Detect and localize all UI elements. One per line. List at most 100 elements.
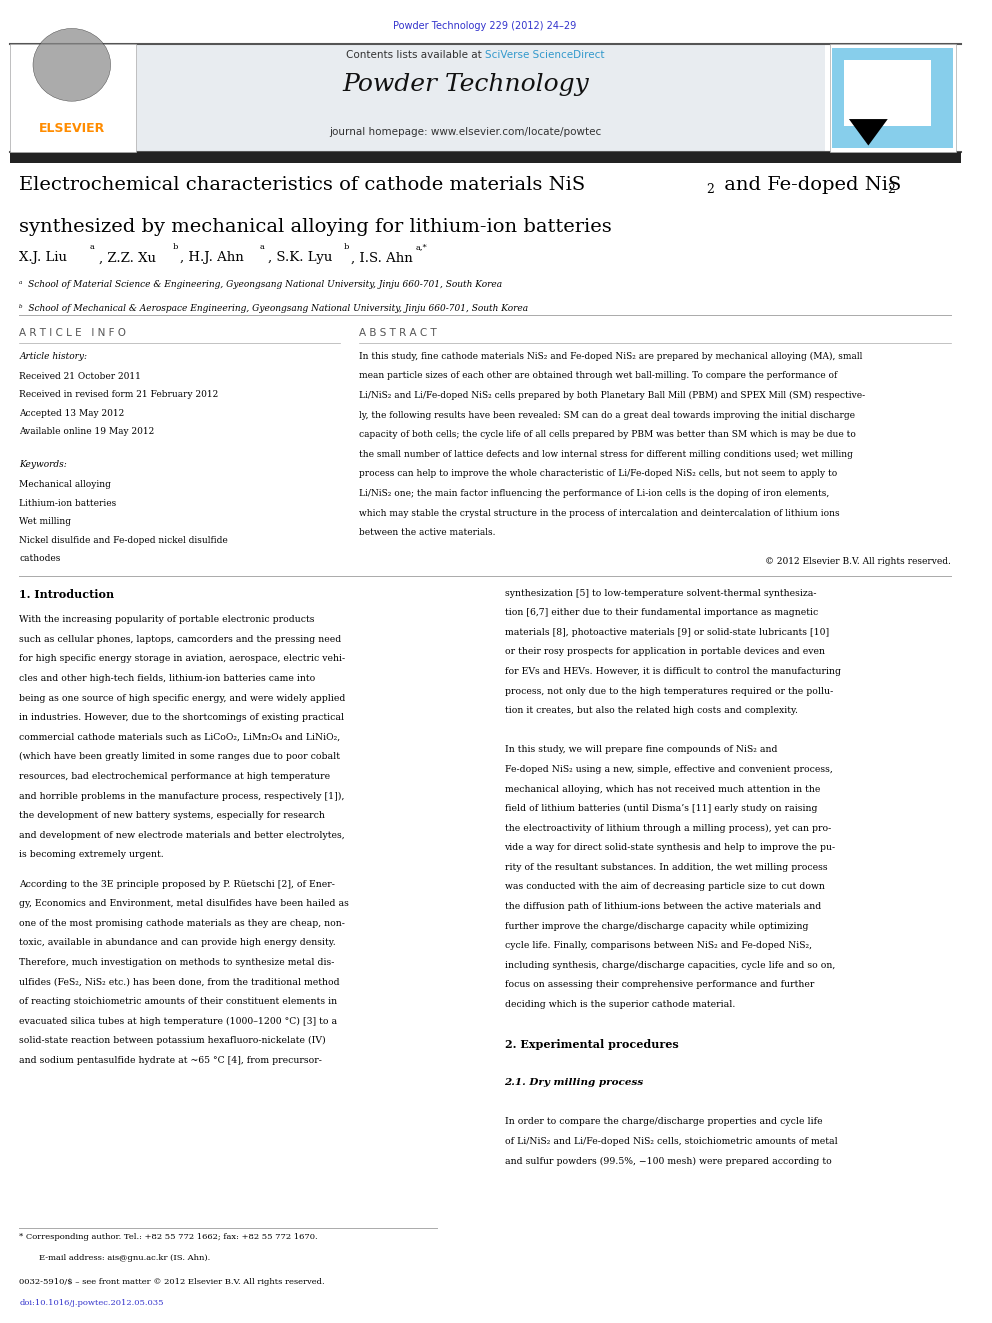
Text: Electrochemical characteristics of cathode materials NiS: Electrochemical characteristics of catho… <box>20 176 585 194</box>
Text: between the active materials.: between the active materials. <box>359 528 495 537</box>
Text: process can help to improve the whole characteristic of Li/Fe-doped NiS₂ cells, : process can help to improve the whole ch… <box>359 470 837 479</box>
Text: Nickel disulfide and Fe-doped nickel disulfide: Nickel disulfide and Fe-doped nickel dis… <box>20 536 228 545</box>
Text: the electroactivity of lithium through a milling process), yet can pro-: the electroactivity of lithium through a… <box>505 824 830 832</box>
Text: Powder Technology: Powder Technology <box>342 73 589 95</box>
Text: for EVs and HEVs. However, it is difficult to control the manufacturing: for EVs and HEVs. However, it is difficu… <box>505 667 840 676</box>
Text: ELSEVIER: ELSEVIER <box>39 122 105 135</box>
Text: or their rosy prospects for application in portable devices and even: or their rosy prospects for application … <box>505 647 824 656</box>
Text: tion [6,7] either due to their fundamental importance as magnetic: tion [6,7] either due to their fundament… <box>505 609 817 618</box>
Text: Contents lists available at: Contents lists available at <box>346 50 485 61</box>
Text: cycle life. Finally, comparisons between NiS₂ and Fe-doped NiS₂,: cycle life. Finally, comparisons between… <box>505 941 811 950</box>
Text: , I.S. Ahn: , I.S. Ahn <box>351 251 418 265</box>
FancyBboxPatch shape <box>844 60 931 126</box>
FancyBboxPatch shape <box>10 44 136 152</box>
Text: In order to compare the charge/discharge properties and cycle life: In order to compare the charge/discharge… <box>505 1118 822 1126</box>
Text: and development of new electrode materials and better electrolytes,: and development of new electrode materia… <box>20 831 345 840</box>
Text: synthesized by mechanical alloying for lithium-ion batteries: synthesized by mechanical alloying for l… <box>20 218 612 237</box>
Text: mean particle sizes of each other are obtained through wet ball-milling. To comp: mean particle sizes of each other are ob… <box>359 372 837 381</box>
Text: A B S T R A C T: A B S T R A C T <box>359 328 436 339</box>
Text: the small number of lattice defects and low internal stress for different millin: the small number of lattice defects and … <box>359 450 853 459</box>
Text: A R T I C L E   I N F O: A R T I C L E I N F O <box>20 328 126 339</box>
Text: 1. Introduction: 1. Introduction <box>20 589 114 599</box>
Text: b: b <box>343 243 349 251</box>
Text: ᵇ  School of Mechanical & Aerospace Engineering, Gyeongsang National University,: ᵇ School of Mechanical & Aerospace Engin… <box>20 304 529 314</box>
Text: gy, Economics and Environment, metal disulfides have been hailed as: gy, Economics and Environment, metal dis… <box>20 900 349 908</box>
Text: (which have been greatly limited in some ranges due to poor cobalt: (which have been greatly limited in some… <box>20 753 340 761</box>
Text: field of lithium batteries (until Disma’s [11] early study on raising: field of lithium batteries (until Disma’… <box>505 804 817 814</box>
Text: 2.1. Dry milling process: 2.1. Dry milling process <box>505 1078 644 1088</box>
Text: journal homepage: www.elsevier.com/locate/powtec: journal homepage: www.elsevier.com/locat… <box>329 127 602 138</box>
Text: a,*: a,* <box>416 243 427 251</box>
Text: , Z.Z. Xu: , Z.Z. Xu <box>99 251 161 265</box>
Text: ulfides (FeS₂, NiS₂ etc.) has been done, from the traditional method: ulfides (FeS₂, NiS₂ etc.) has been done,… <box>20 978 340 987</box>
Text: Fe-doped NiS₂ using a new, simple, effective and convenient process,: Fe-doped NiS₂ using a new, simple, effec… <box>505 765 832 774</box>
Text: synthesization [5] to low-temperature solvent-thermal synthesiza-: synthesization [5] to low-temperature so… <box>505 589 816 598</box>
Text: With the increasing popularity of portable electronic products: With the increasing popularity of portab… <box>20 615 314 624</box>
Text: Mechanical alloying: Mechanical alloying <box>20 480 111 490</box>
Text: doi:10.1016/j.powtec.2012.05.035: doi:10.1016/j.powtec.2012.05.035 <box>20 1299 164 1307</box>
Text: , S.K. Lyu: , S.K. Lyu <box>268 251 336 265</box>
Text: is becoming extremely urgent.: is becoming extremely urgent. <box>20 851 164 859</box>
FancyBboxPatch shape <box>829 44 955 152</box>
Text: 2: 2 <box>706 183 714 196</box>
Text: mechanical alloying, which has not received much attention in the: mechanical alloying, which has not recei… <box>505 785 820 794</box>
Text: * Corresponding author. Tel.: +82 55 772 1662; fax: +82 55 772 1670.: * Corresponding author. Tel.: +82 55 772… <box>20 1233 318 1241</box>
Text: and sodium pentasulfide hydrate at ~65 °C [4], from precursor-: and sodium pentasulfide hydrate at ~65 °… <box>20 1056 322 1065</box>
Text: including synthesis, charge/discharge capacities, cycle life and so on,: including synthesis, charge/discharge ca… <box>505 960 834 970</box>
Text: a: a <box>89 243 94 251</box>
Text: a: a <box>260 243 265 251</box>
Text: Article history:: Article history: <box>20 352 87 361</box>
Text: materials [8], photoactive materials [9] or solid-state lubricants [10]: materials [8], photoactive materials [9]… <box>505 628 828 636</box>
Text: process, not only due to the high temperatures required or the pollu-: process, not only due to the high temper… <box>505 687 832 696</box>
Text: deciding which is the superior cathode material.: deciding which is the superior cathode m… <box>505 1000 735 1009</box>
Text: further improve the charge/discharge capacity while optimizing: further improve the charge/discharge cap… <box>505 922 808 930</box>
Text: was conducted with the aim of decreasing particle size to cut down: was conducted with the aim of decreasing… <box>505 882 824 892</box>
Text: E-mail address: ais@gnu.ac.kr (IS. Ahn).: E-mail address: ais@gnu.ac.kr (IS. Ahn). <box>39 1254 210 1262</box>
Text: in industries. However, due to the shortcomings of existing practical: in industries. However, due to the short… <box>20 713 344 722</box>
Text: one of the most promising cathode materials as they are cheap, non-: one of the most promising cathode materi… <box>20 918 345 927</box>
Text: of reacting stoichiometric amounts of their constituent elements in: of reacting stoichiometric amounts of th… <box>20 998 337 1005</box>
Text: 2: 2 <box>887 183 895 196</box>
Text: cles and other high-tech fields, lithium-ion batteries came into: cles and other high-tech fields, lithium… <box>20 673 315 683</box>
Text: and sulfur powders (99.5%, −100 mesh) were prepared according to: and sulfur powders (99.5%, −100 mesh) we… <box>505 1156 831 1166</box>
Text: commercial cathode materials such as LiCoO₂, LiMn₂O₄ and LiNiO₂,: commercial cathode materials such as LiC… <box>20 733 340 742</box>
FancyBboxPatch shape <box>10 152 960 163</box>
Text: 2. Experimental procedures: 2. Experimental procedures <box>505 1039 679 1050</box>
FancyBboxPatch shape <box>832 48 952 148</box>
Text: evacuated silica tubes at high temperature (1000–1200 °C) [3] to a: evacuated silica tubes at high temperatu… <box>20 1016 337 1025</box>
Text: 0032-5910/$ – see front matter © 2012 Elsevier B.V. All rights reserved.: 0032-5910/$ – see front matter © 2012 El… <box>20 1278 325 1286</box>
Text: Accepted 13 May 2012: Accepted 13 May 2012 <box>20 409 125 418</box>
Text: of Li/NiS₂ and Li/Fe-doped NiS₂ cells, stoichiometric amounts of metal: of Li/NiS₂ and Li/Fe-doped NiS₂ cells, s… <box>505 1136 837 1146</box>
Text: Keywords:: Keywords: <box>20 460 67 470</box>
Text: Li/NiS₂ and Li/Fe-doped NiS₂ cells prepared by both Planetary Ball Mill (PBM) an: Li/NiS₂ and Li/Fe-doped NiS₂ cells prepa… <box>359 392 865 400</box>
Text: toxic, available in abundance and can provide high energy density.: toxic, available in abundance and can pr… <box>20 938 336 947</box>
FancyBboxPatch shape <box>10 44 824 152</box>
Text: the development of new battery systems, especially for research: the development of new battery systems, … <box>20 811 325 820</box>
Text: X.J. Liu: X.J. Liu <box>20 251 71 265</box>
Text: which may stable the crystal structure in the process of intercalation and deint: which may stable the crystal structure i… <box>359 508 839 517</box>
Text: tion it creates, but also the related high costs and complexity.: tion it creates, but also the related hi… <box>505 706 798 716</box>
Text: Lithium-ion batteries: Lithium-ion batteries <box>20 499 117 508</box>
Ellipse shape <box>33 29 110 101</box>
Text: and horrible problems in the manufacture process, respectively [1]),: and horrible problems in the manufacture… <box>20 791 345 800</box>
Text: According to the 3E principle proposed by P. Rüetschi [2], of Ener-: According to the 3E principle proposed b… <box>20 880 335 889</box>
Text: , H.J. Ahn: , H.J. Ahn <box>181 251 248 265</box>
Text: In this study, fine cathode materials NiS₂ and Fe-doped NiS₂ are prepared by mec: In this study, fine cathode materials Ni… <box>359 352 862 361</box>
Text: focus on assessing their comprehensive performance and further: focus on assessing their comprehensive p… <box>505 980 813 990</box>
Text: ly, the following results have been revealed: SM can do a great deal towards imp: ly, the following results have been reve… <box>359 410 855 419</box>
Text: Powder Technology 229 (2012) 24–29: Powder Technology 229 (2012) 24–29 <box>394 21 576 32</box>
Text: ᵃ  School of Material Science & Engineering, Gyeongsang National University, Jin: ᵃ School of Material Science & Engineeri… <box>20 280 503 290</box>
Text: © 2012 Elsevier B.V. All rights reserved.: © 2012 Elsevier B.V. All rights reserved… <box>765 557 950 566</box>
Polygon shape <box>849 119 888 146</box>
Text: SciVerse ScienceDirect: SciVerse ScienceDirect <box>485 50 604 61</box>
Text: such as cellular phones, laptops, camcorders and the pressing need: such as cellular phones, laptops, camcor… <box>20 635 341 644</box>
Text: and Fe-doped NiS: and Fe-doped NiS <box>718 176 901 194</box>
Text: Received 21 October 2011: Received 21 October 2011 <box>20 372 141 381</box>
Text: Therefore, much investigation on methods to synthesize metal dis-: Therefore, much investigation on methods… <box>20 958 334 967</box>
Text: the diffusion path of lithium-ions between the active materials and: the diffusion path of lithium-ions betwe… <box>505 902 820 912</box>
Text: Available online 19 May 2012: Available online 19 May 2012 <box>20 427 155 437</box>
Text: capacity of both cells; the cycle life of all cells prepared by PBM was better t: capacity of both cells; the cycle life o… <box>359 430 856 439</box>
Text: Wet milling: Wet milling <box>20 517 71 527</box>
Text: being as one source of high specific energy, and were widely applied: being as one source of high specific ene… <box>20 693 346 703</box>
Text: solid-state reaction between potassium hexafluoro-nickelate (IV): solid-state reaction between potassium h… <box>20 1036 326 1045</box>
